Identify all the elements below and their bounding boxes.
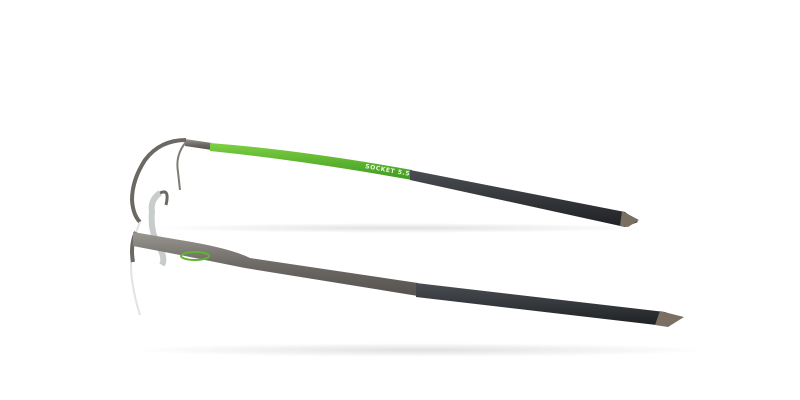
frame-front xyxy=(129,138,187,316)
shadow xyxy=(130,343,710,357)
logo xyxy=(180,251,210,261)
shadow xyxy=(150,223,650,233)
far-temple: SOCKET 5.5 xyxy=(185,139,639,227)
near-temple xyxy=(133,232,684,327)
